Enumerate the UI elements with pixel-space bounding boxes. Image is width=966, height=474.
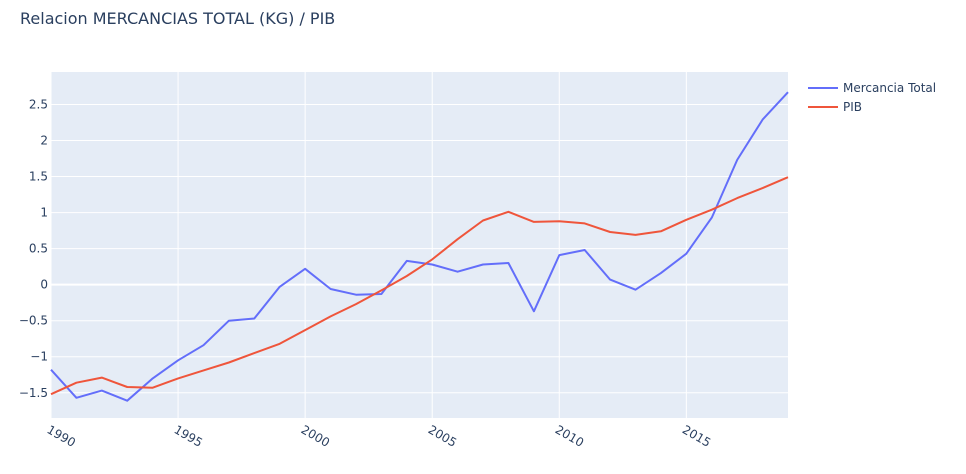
legend-label: Mercancia Total — [843, 81, 936, 95]
y-tick-label: −0.5 — [19, 314, 48, 328]
gridlines — [50, 72, 788, 418]
x-tick-label: 2015 — [680, 422, 713, 449]
plot-background[interactable] — [51, 72, 788, 418]
legend-label: PIB — [843, 100, 862, 114]
series-lines — [50, 91, 789, 402]
y-tick-label: −1.5 — [19, 386, 48, 400]
y-tick-label: −1 — [30, 350, 48, 364]
x-tick-label: 1995 — [172, 422, 205, 449]
legend-item[interactable]: Mercancia Total — [808, 81, 936, 95]
series-line-pib[interactable] — [50, 176, 789, 396]
y-tick-label: 2 — [40, 133, 48, 147]
series-line-mercancia-total[interactable] — [50, 91, 789, 402]
x-tick-label: 2005 — [426, 422, 459, 449]
y-tick-label: 0 — [40, 278, 48, 292]
legend-item[interactable]: PIB — [808, 100, 862, 114]
y-tick-label: 0.5 — [29, 242, 48, 256]
chart-title: Relacion MERCANCIAS TOTAL (KG) / PIB — [20, 9, 335, 28]
legend[interactable]: Mercancia Total PIB — [808, 81, 936, 114]
y-tick-label: 1.5 — [29, 170, 48, 184]
y-axis-ticks: 2.5 2 1.5 1 0.5 0 −0.5 −1 −1.5 — [19, 97, 48, 399]
x-tick-label: 1990 — [45, 422, 78, 449]
x-tick-label: 2000 — [299, 422, 332, 449]
y-tick-label: 2.5 — [29, 97, 48, 111]
y-tick-label: 1 — [40, 206, 48, 220]
x-axis-ticks: 1990 1995 2000 2005 2010 2015 — [45, 422, 714, 449]
x-tick-label: 2010 — [553, 422, 586, 449]
